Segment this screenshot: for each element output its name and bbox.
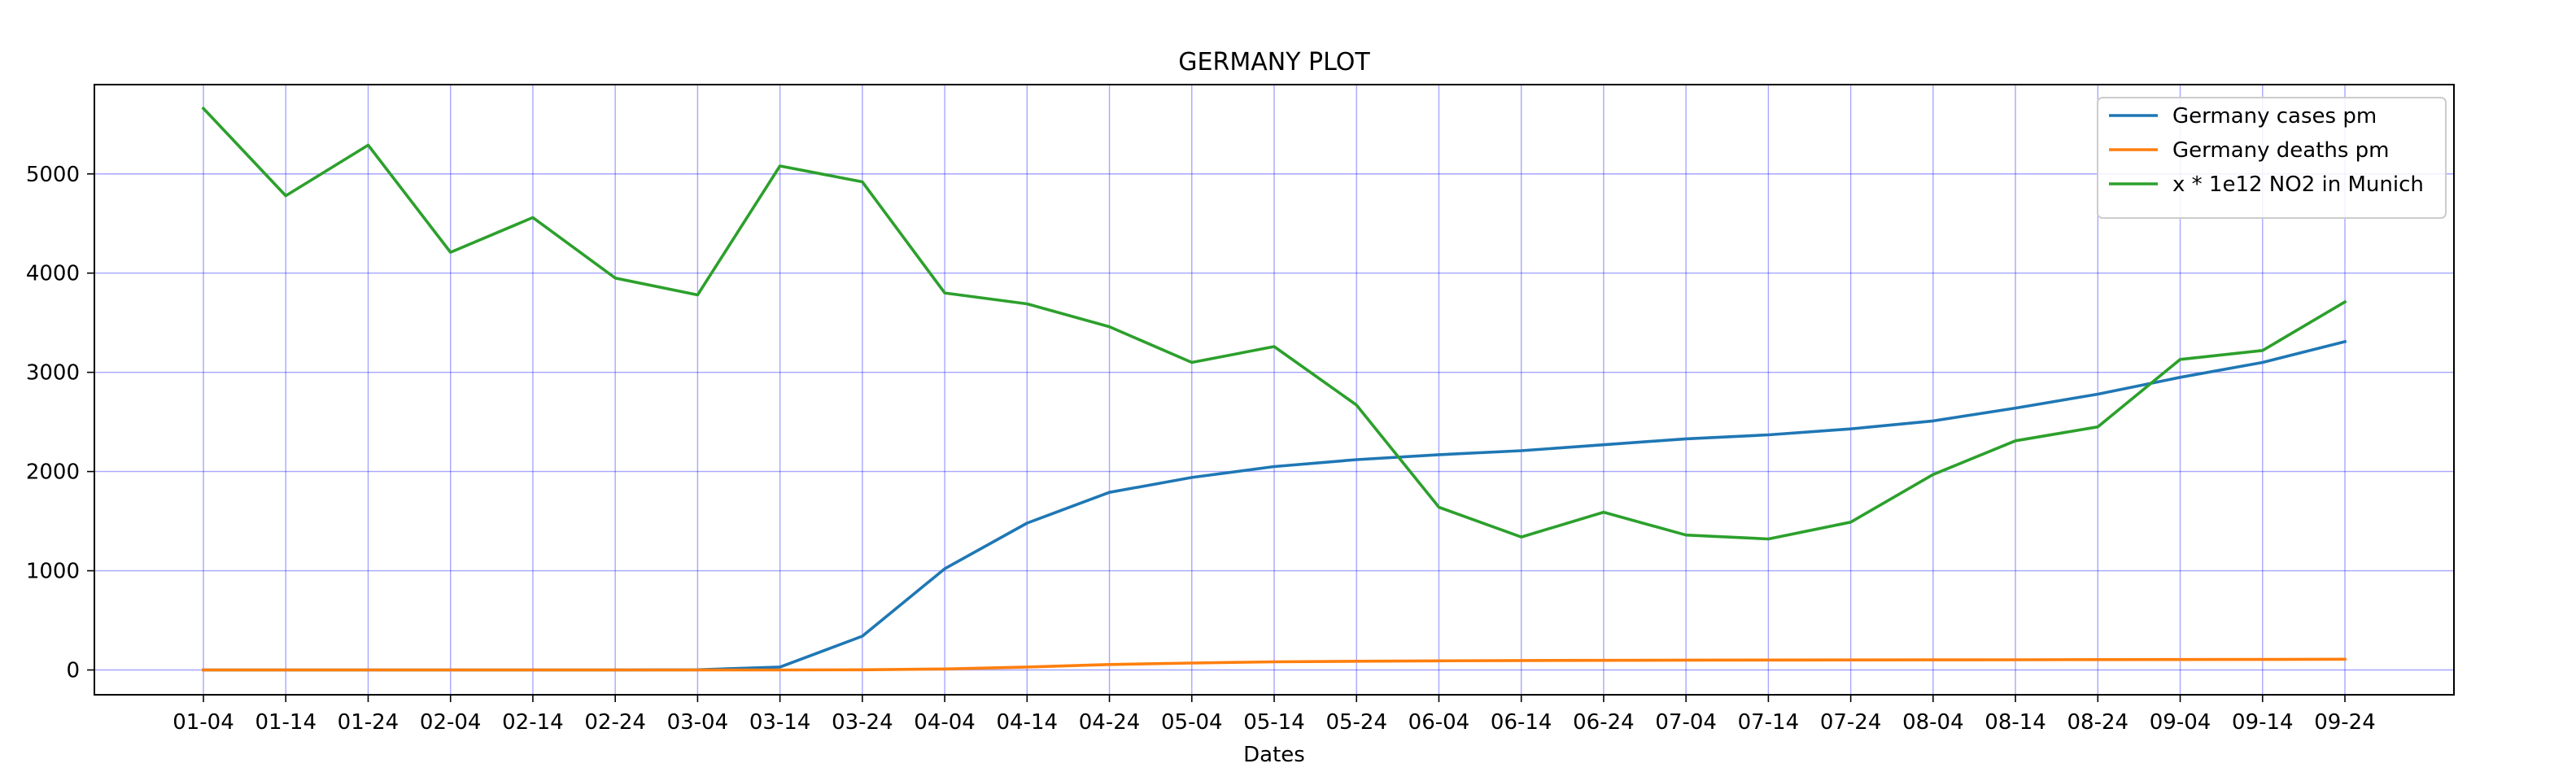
x-tick-label: 01-14 <box>255 710 317 735</box>
y-tick-label: 2000 <box>26 460 80 485</box>
x-tick-label: 01-04 <box>172 710 234 735</box>
x-tick-label: 03-24 <box>832 710 893 735</box>
x-tick-label: 05-04 <box>1161 710 1223 735</box>
x-tick-label: 06-24 <box>1573 710 1635 735</box>
y-tick-label: 3000 <box>26 361 80 386</box>
x-tick-label: 04-14 <box>997 710 1059 735</box>
x-axis-ticks: 01-04 01-14 01-24 02-04 02-14 02-24 03-04 03-14… <box>172 695 2376 735</box>
x-axis-label: Dates <box>1243 743 1305 767</box>
x-tick-label: 05-14 <box>1243 710 1305 735</box>
legend-label-2: Germany deaths pm <box>2172 138 2390 163</box>
x-tick-label: 02-14 <box>502 710 564 735</box>
legend: Germany cases pm Germany deaths pm x * 1e1… <box>2097 97 2447 219</box>
x-tick-label: 03-14 <box>749 710 811 735</box>
x-tick-label: 04-04 <box>914 710 976 735</box>
y-axis-ticks: 0 1000 2000 3000 4000 5000 <box>26 163 94 683</box>
x-tick-label: 09-04 <box>2150 710 2211 735</box>
x-tick-label: 04-24 <box>1079 710 1141 735</box>
y-tick-label: 5000 <box>26 163 80 187</box>
x-tick-label: 08-24 <box>2067 710 2129 735</box>
x-tick-label: 07-14 <box>1738 710 1800 735</box>
legend-label-3: x * 1e12 NO2 in Munich <box>2172 172 2424 197</box>
series-layer <box>201 106 2347 672</box>
x-tick-label: 02-04 <box>420 710 482 735</box>
x-tick-label: 06-04 <box>1408 710 1470 735</box>
series-line-3 <box>201 106 2347 541</box>
x-tick-label: 08-04 <box>1902 710 1964 735</box>
x-tick-label: 01-24 <box>338 710 399 735</box>
series-line-2 <box>202 657 2347 672</box>
x-tick-label: 02-24 <box>584 710 646 735</box>
x-tick-label: 06-14 <box>1491 710 1552 735</box>
x-tick-label: 07-24 <box>1820 710 1882 735</box>
y-tick-label: 4000 <box>26 262 80 286</box>
y-tick-label: 0 <box>66 659 80 683</box>
chart-title: GERMANY PLOT <box>1178 48 1370 76</box>
x-tick-label: 09-24 <box>2314 710 2376 735</box>
x-tick-label: 08-14 <box>1984 710 2046 735</box>
x-tick-label: 07-04 <box>1655 710 1717 735</box>
x-tick-label: 09-14 <box>2232 710 2294 735</box>
x-tick-label: 03-04 <box>667 710 729 735</box>
legend-label-1: Germany cases pm <box>2172 104 2377 129</box>
x-tick-label: 05-24 <box>1325 710 1387 735</box>
y-tick-label: 1000 <box>26 560 80 584</box>
legend-box <box>2097 97 2447 219</box>
